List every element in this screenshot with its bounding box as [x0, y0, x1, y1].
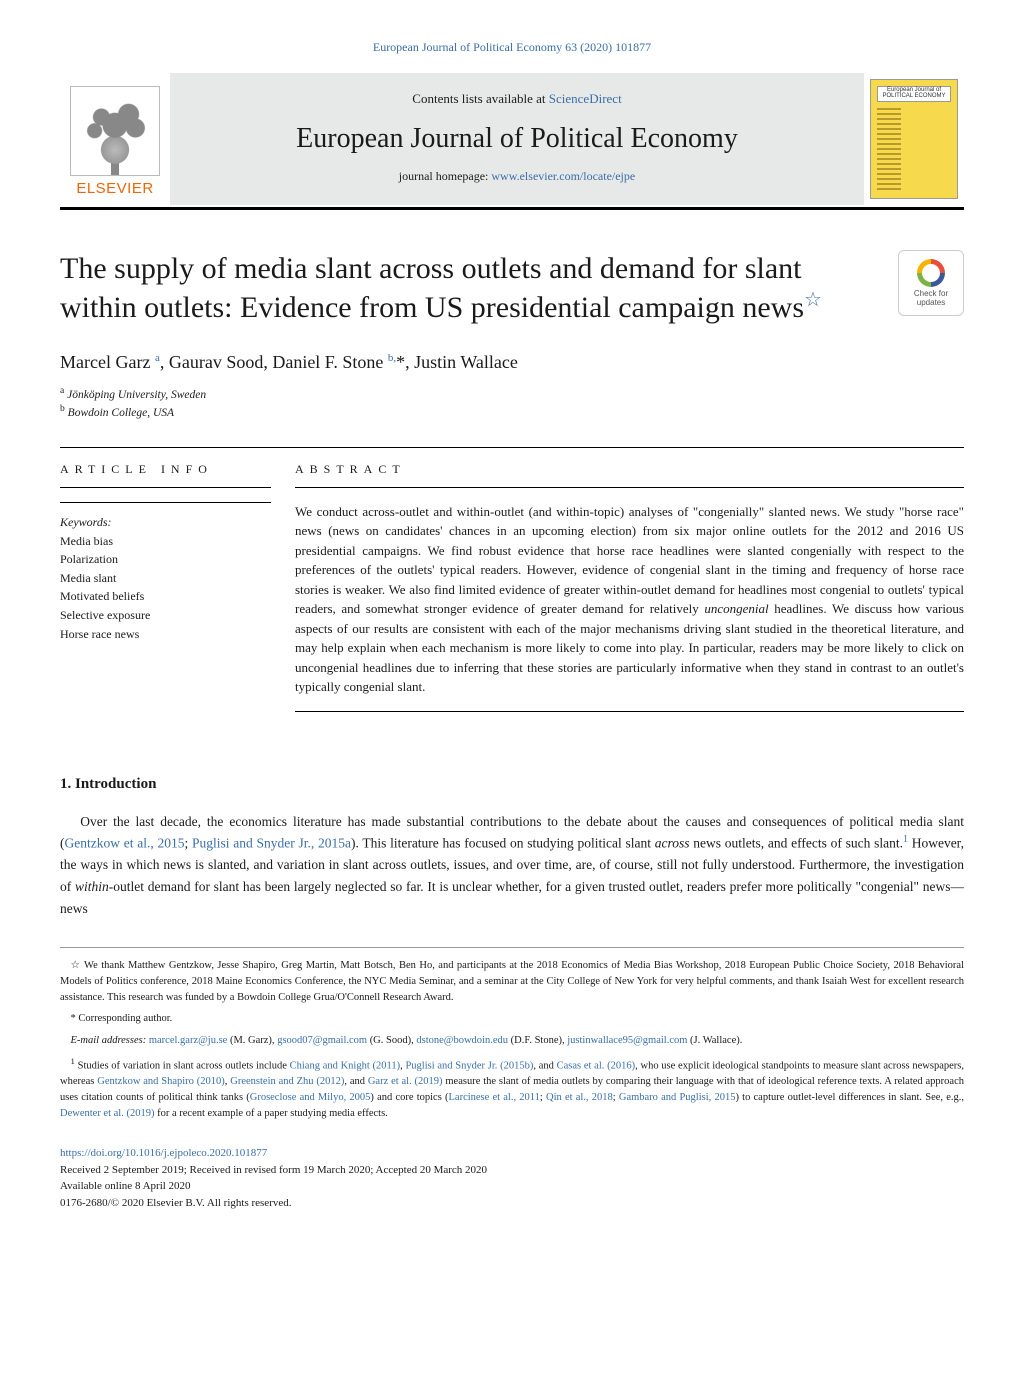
keywords-list: Media biasPolarizationMedia slantMotivat…	[60, 532, 271, 644]
elsevier-logo: ELSEVIER	[60, 73, 170, 205]
journal-name: European Journal of Political Economy	[190, 123, 844, 155]
footnote-1: 1 Studies of variation in slant across o…	[60, 1055, 964, 1122]
check-for-updates-button[interactable]: Check for updates	[898, 250, 964, 316]
article-info-heading: ARTICLE INFO	[60, 462, 271, 488]
title-row: The supply of media slant across outlets…	[60, 250, 964, 326]
info-abstract-row: ARTICLE INFO Keywords: Media biasPolariz…	[60, 447, 964, 726]
abstract-heading: ABSTRACT	[295, 462, 964, 488]
intro-paragraph: Over the last decade, the economics lite…	[60, 811, 964, 919]
sciencedirect-link[interactable]: ScienceDirect	[549, 91, 622, 106]
journal-banner: Contents lists available at ScienceDirec…	[170, 73, 864, 205]
footnotes-block: ☆ We thank Matthew Gentzkow, Jesse Shapi…	[60, 947, 964, 1121]
top-reference: European Journal of Political Economy 63…	[60, 40, 964, 55]
crossmark-icon	[917, 259, 945, 287]
copyright-line: 0176-2680/© 2020 Elsevier B.V. All right…	[60, 1195, 964, 1212]
cover-label: European Journal of POLITICAL ECONOMY	[879, 87, 949, 99]
doi-link[interactable]: https://doi.org/10.1016/j.ejpoleco.2020.…	[60, 1147, 267, 1159]
abstract-column: ABSTRACT We conduct across-outlet and wi…	[295, 448, 964, 726]
homepage-prefix: journal homepage:	[399, 169, 492, 183]
check-updates-label: Check for updates	[899, 290, 963, 308]
title-footnote-star[interactable]: ☆	[804, 289, 822, 311]
footnote-emails: E-mail addresses: marcel.garz@ju.se (M. …	[60, 1033, 964, 1049]
footnote-corresponding: * Corresponding author.	[60, 1011, 964, 1027]
journal-homepage: journal homepage: www.elsevier.com/locat…	[190, 169, 844, 184]
received-dates: Received 2 September 2019; Received in r…	[60, 1162, 964, 1179]
affiliation-b: b Bowdoin College, USA	[60, 403, 964, 419]
abstract-text: We conduct across-outlet and within-outl…	[295, 502, 964, 712]
affiliation-a: a Jönköping University, Sweden	[60, 385, 964, 401]
section-1-heading: 1. Introduction	[60, 776, 964, 793]
title-text: The supply of media slant across outlets…	[60, 252, 804, 324]
article-title: The supply of media slant across outlets…	[60, 250, 878, 326]
avail-prefix: Contents lists available at	[412, 91, 548, 106]
authors-line: Marcel Garz a, Gaurav Sood, Daniel F. St…	[60, 352, 964, 373]
article-info-column: ARTICLE INFO Keywords: Media biasPolariz…	[60, 448, 295, 726]
contents-available: Contents lists available at ScienceDirec…	[190, 91, 844, 107]
elsevier-tree-icon	[70, 86, 160, 176]
homepage-link[interactable]: www.elsevier.com/locate/ejpe	[491, 169, 635, 183]
journal-header: ELSEVIER Contents lists available at Sci…	[60, 73, 964, 210]
publisher-name: ELSEVIER	[76, 180, 153, 197]
footer-block: https://doi.org/10.1016/j.ejpoleco.2020.…	[60, 1145, 964, 1211]
page-root: European Journal of Political Economy 63…	[0, 0, 1024, 1251]
footnote-star: ☆ We thank Matthew Gentzkow, Jesse Shapi…	[60, 958, 964, 1005]
journal-cover-thumb: European Journal of POLITICAL ECONOMY	[864, 73, 964, 205]
keywords-label: Keywords:	[60, 502, 271, 530]
available-online: Available online 8 April 2020	[60, 1178, 964, 1195]
